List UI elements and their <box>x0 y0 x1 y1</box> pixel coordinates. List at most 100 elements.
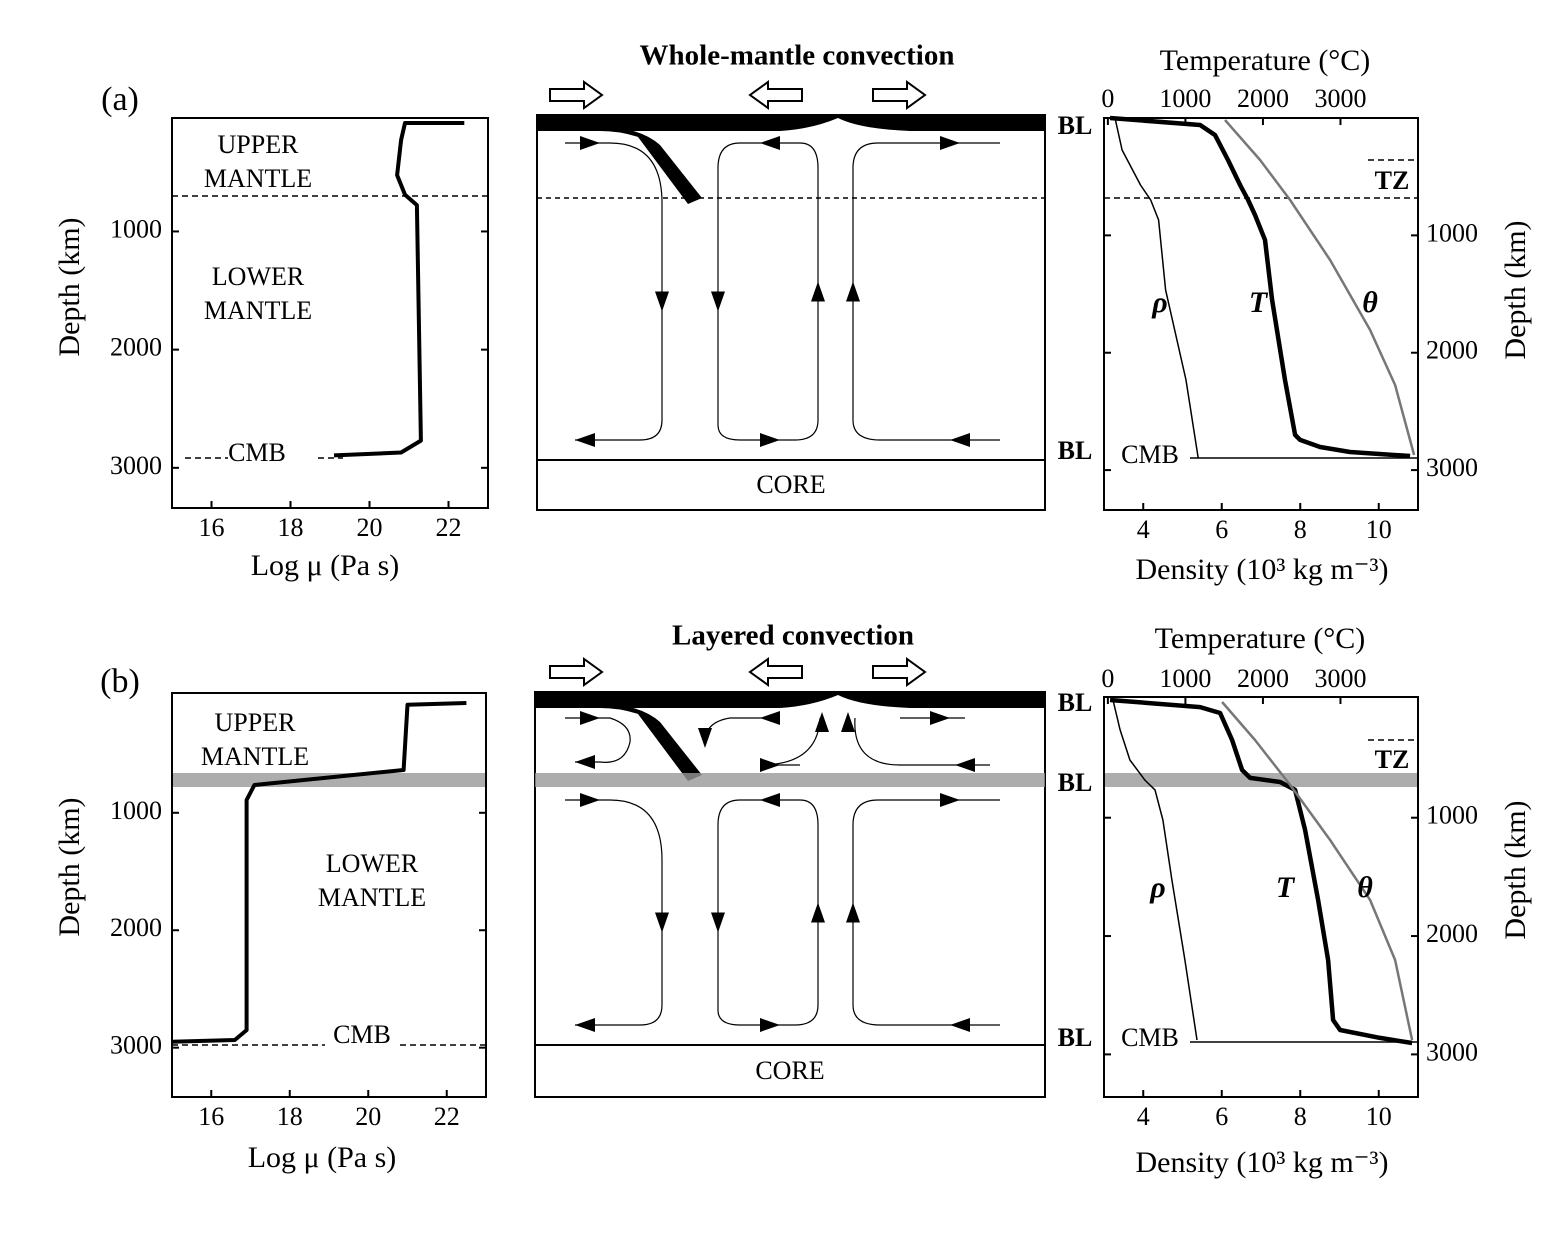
x2-axis-label: Temperature (°C) <box>1155 622 1366 655</box>
flow-line <box>565 142 663 441</box>
x-tick-label: 8 <box>1294 515 1307 544</box>
plate-motion-arrow <box>748 657 803 687</box>
x-axis-label: Log μ (Pa s) <box>248 1141 397 1174</box>
x2-tick-label: 1000 <box>1159 664 1211 693</box>
core-label: CORE <box>755 1056 824 1085</box>
x-tick-label: 10 <box>1366 1102 1392 1131</box>
arrowhead <box>655 291 669 312</box>
x2-tick-label: 3000 <box>1314 84 1366 113</box>
plot-frame <box>1103 696 1419 1098</box>
plot-frame <box>171 692 487 1098</box>
y-tick-label: 1000 <box>110 214 162 243</box>
panel-label: (b) <box>100 663 140 700</box>
x2-axis-label: Temperature (°C) <box>1160 44 1371 77</box>
slab <box>600 704 702 781</box>
arrowhead <box>930 711 950 725</box>
boundary-label: BL <box>1058 436 1093 465</box>
annotation: UPPER <box>218 130 300 159</box>
x-axis-label: Density (10³ kg m⁻³) <box>1136 1146 1389 1179</box>
profile-line <box>1112 699 1198 1041</box>
x-tick-label: 6 <box>1215 1102 1228 1131</box>
arrowhead <box>760 136 780 150</box>
boundary-label: BL <box>1058 768 1093 797</box>
x2-tick-label: 1000 <box>1159 84 1211 113</box>
plate-motion-arrow <box>748 80 803 110</box>
y-tick-label: 3000 <box>1426 1037 1478 1066</box>
arrowhead <box>760 758 780 772</box>
x-tick-label: 20 <box>355 1102 381 1131</box>
x2-tick-label: 0 <box>1101 664 1114 693</box>
flow-line <box>565 717 631 763</box>
y-tick-label: 2000 <box>1426 336 1478 365</box>
arrowhead <box>950 433 970 447</box>
annotation: MANTLE <box>318 883 426 912</box>
arrowhead <box>580 136 600 150</box>
arrowhead <box>575 1018 595 1032</box>
series-label: T <box>1276 871 1296 904</box>
annotation: LOWER <box>212 262 305 291</box>
series-label: θ <box>1362 286 1378 319</box>
plate-motion-arrow <box>549 80 604 110</box>
x-tick-label: 4 <box>1137 1102 1150 1131</box>
arrowhead <box>575 755 595 769</box>
y-tick-label: 3000 <box>110 1031 162 1060</box>
y-tick-label: 1000 <box>1426 218 1478 247</box>
profile-line <box>1109 115 1411 459</box>
y-tick-label: 3000 <box>1426 453 1478 482</box>
boundary-layer-band <box>535 773 1045 787</box>
x2-tick-label: 3000 <box>1314 664 1366 693</box>
flow-line <box>717 142 819 441</box>
arrowhead <box>580 711 600 725</box>
y-axis-label: Depth (km) <box>1499 220 1532 359</box>
annotation: MANTLE <box>201 742 309 771</box>
arrowhead <box>950 1018 970 1032</box>
arrowhead <box>846 902 860 923</box>
arrowhead <box>580 793 600 807</box>
plate-motion-arrow <box>549 657 604 687</box>
x-tick-label: 6 <box>1215 515 1228 544</box>
flow-line <box>717 799 819 1026</box>
y-tick-label: 1000 <box>110 796 162 825</box>
panel-label: (a) <box>101 81 139 118</box>
arrowhead <box>815 712 829 732</box>
profile-line <box>1221 701 1414 1041</box>
annotation: CMB <box>228 438 286 467</box>
y-tick-label: 2000 <box>110 333 162 362</box>
x-tick-label: 16 <box>199 513 225 542</box>
y-axis-label: Depth (km) <box>1499 800 1532 939</box>
slab <box>600 127 702 204</box>
lithosphere <box>537 115 1045 131</box>
arrowhead <box>760 793 780 807</box>
profile-line <box>1114 117 1199 459</box>
arrowhead <box>940 793 960 807</box>
x-tick-label: 22 <box>436 513 462 542</box>
y-axis-label: Depth (km) <box>53 797 86 936</box>
y-axis-label: Depth (km) <box>53 217 86 356</box>
boundary-layer-band <box>172 773 486 787</box>
boundary-label: BL <box>1058 111 1093 140</box>
y-tick-label: 1000 <box>1426 801 1478 830</box>
arrowhead <box>846 281 860 302</box>
arrowhead <box>940 136 960 150</box>
x2-tick-label: 2000 <box>1237 664 1289 693</box>
y-tick-label: 3000 <box>110 451 162 480</box>
arrowhead <box>698 728 712 748</box>
x-tick-label: 4 <box>1137 515 1150 544</box>
boundary-label: BL <box>1058 688 1093 717</box>
y-tick-label: 2000 <box>1426 919 1478 948</box>
x-axis-label: Density (10³ kg m⁻³) <box>1136 553 1389 586</box>
annotation: CMB <box>1121 1023 1179 1052</box>
y-tick-label: 2000 <box>110 913 162 942</box>
x-tick-label: 16 <box>198 1102 224 1131</box>
annotation: CMB <box>333 1020 391 1049</box>
x-tick-label: 10 <box>1366 515 1392 544</box>
plot-frame <box>171 117 489 509</box>
profile-line <box>171 701 467 1044</box>
arrowhead <box>760 711 780 725</box>
arrowhead <box>811 281 825 302</box>
flow-line <box>565 799 663 1026</box>
arrowhead <box>841 712 855 732</box>
arrowhead <box>811 902 825 923</box>
arrowhead <box>711 912 725 933</box>
